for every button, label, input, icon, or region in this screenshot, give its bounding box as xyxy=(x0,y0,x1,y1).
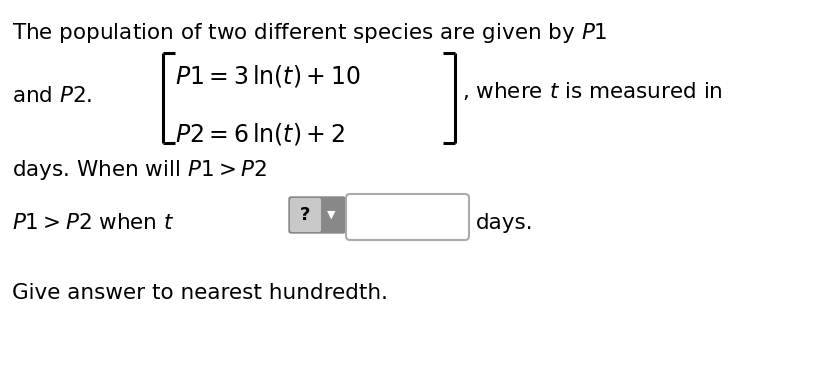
Text: $\mathit{P}1 = 3\,\mathrm{ln}(t) + 10$: $\mathit{P}1 = 3\,\mathrm{ln}(t) + 10$ xyxy=(174,63,361,89)
Text: $\mathit{P}2 = 6\,\mathrm{ln}(t) + 2$: $\mathit{P}2 = 6\,\mathrm{ln}(t) + 2$ xyxy=(174,121,345,147)
Text: days.: days. xyxy=(476,213,533,233)
Text: ?: ? xyxy=(299,206,310,224)
Text: and $\mathit{P}2$.: and $\mathit{P}2$. xyxy=(12,86,93,106)
FancyBboxPatch shape xyxy=(289,197,345,233)
Text: Give answer to nearest hundredth.: Give answer to nearest hundredth. xyxy=(12,283,388,303)
Text: The population of two different species are given by $\mathit{P}1$: The population of two different species … xyxy=(12,21,607,45)
Text: , where $t$ is measured in: , where $t$ is measured in xyxy=(461,80,722,102)
Text: $\mathit{P}1 > \mathit{P}2$ when $t$: $\mathit{P}1 > \mathit{P}2$ when $t$ xyxy=(12,213,174,233)
Text: ▼: ▼ xyxy=(327,210,335,220)
Text: days. When will $\mathit{P}1 > \mathit{P}2$: days. When will $\mathit{P}1 > \mathit{P… xyxy=(12,158,266,182)
FancyBboxPatch shape xyxy=(346,194,468,240)
FancyBboxPatch shape xyxy=(289,198,321,232)
